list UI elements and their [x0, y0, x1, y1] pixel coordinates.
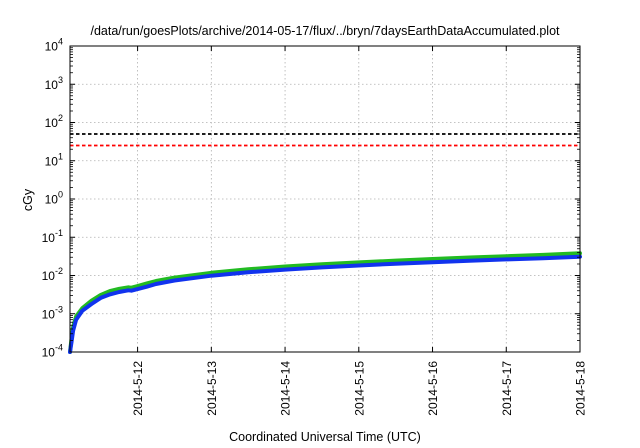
y-tick-label: 101: [45, 151, 63, 168]
y-tick-label: 103: [45, 75, 63, 92]
y-tick-label: 100: [45, 190, 63, 207]
x-tick-label: 2014-5-14: [279, 361, 293, 416]
grid: [70, 46, 580, 352]
x-tick-label: 2014-5-16: [426, 361, 440, 416]
y-tick-label: 10-4: [42, 343, 63, 360]
series-line-1: [68, 251, 582, 354]
series-lines: [68, 251, 582, 354]
x-tick-label: 2014-5-13: [205, 361, 219, 416]
y-tick-label: 10-2: [42, 266, 63, 283]
y-axis: 10-4 10-3 10-2 10-1 100 101 102 103 104: [42, 37, 580, 360]
x-tick-label: 2014-5-12: [131, 361, 145, 416]
chart-title: /data/run/goesPlots/archive/2014-05-17/f…: [90, 24, 560, 38]
y-tick-label: 10-3: [42, 304, 63, 321]
x-tick-label: 2014-5-15: [352, 361, 366, 416]
x-axis: 2014-5-12 2014-5-13 2014-5-14 2014-5-15 2014…: [131, 46, 588, 416]
y-tick-label: 104: [45, 37, 63, 54]
series-line-2: [68, 254, 582, 354]
threshold-lines: [70, 133, 580, 147]
y-axis-label: cGy: [21, 188, 35, 211]
x-axis-label: Coordinated Universal Time (UTC): [229, 430, 421, 444]
x-tick-label: 2014-5-17: [500, 361, 514, 416]
y-tick-label: 10-1: [42, 228, 63, 245]
y-tick-label: 102: [45, 113, 63, 130]
x-tick-label: 2014-5-18: [574, 361, 588, 416]
